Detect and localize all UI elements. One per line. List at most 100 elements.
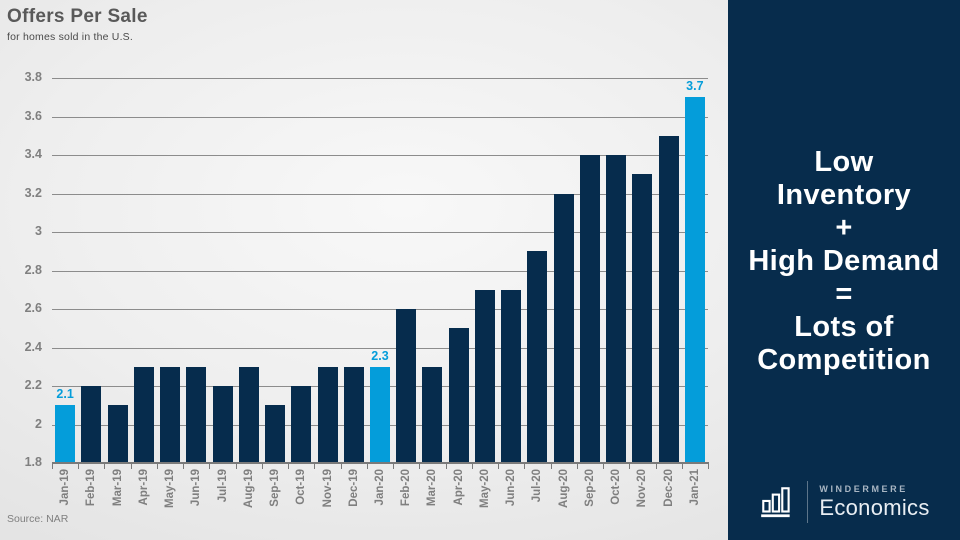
x-axis-category-label: Oct-20 (610, 469, 623, 505)
x-axis-tick (524, 464, 526, 469)
logo-brand: WINDERMERE (819, 483, 908, 494)
bar-feb-20 (396, 309, 417, 462)
x-axis-tick (471, 464, 473, 469)
gridline (52, 232, 708, 233)
bar-oct-20 (606, 155, 627, 462)
x-axis-category-label: Aug-20 (557, 469, 570, 508)
x-axis-tick (603, 464, 605, 469)
bar-aug-19 (238, 366, 259, 462)
x-axis-category-label: Mar-19 (111, 469, 124, 507)
y-axis-tick-label: 3 (35, 224, 42, 238)
x-axis-category-label: Jul-20 (531, 469, 544, 503)
y-axis-tick-label: 2.8 (24, 262, 42, 277)
x-axis-tick (104, 464, 106, 469)
bar-jun-20 (501, 289, 522, 462)
x-axis-tick (550, 464, 552, 469)
y-axis-tick-label: 3.6 (24, 108, 42, 123)
bar-nov-19 (317, 366, 338, 462)
x-axis-tick (235, 464, 237, 469)
x-axis-tick (681, 464, 683, 469)
logo-text: WINDERMERE Economics (819, 484, 929, 521)
bar-sep-19 (265, 405, 286, 462)
x-axis-tick (288, 464, 290, 469)
x-axis-tick (629, 464, 631, 469)
y-axis-tick-label: 2.4 (24, 339, 42, 354)
y-axis-tick-label: 2.6 (24, 301, 42, 315)
chart-subtitle: for homes sold in the U.S. (7, 31, 134, 43)
x-axis-tick (130, 464, 132, 469)
bar-nov-20 (632, 174, 653, 462)
bar-mar-19 (107, 405, 128, 462)
y-axis-tick-label: 3.4 (24, 147, 42, 161)
bar-chart-icon (761, 487, 791, 518)
x-axis-category-label: Jan-20 (374, 469, 386, 506)
y-axis-tick-label: 3.2 (24, 185, 42, 200)
bar-may-20 (474, 289, 495, 462)
x-axis-tick (366, 464, 368, 469)
x-axis-category-label: Jun-19 (190, 469, 203, 507)
x-axis-tick (393, 464, 395, 469)
x-axis-line (52, 462, 709, 464)
gridline (52, 116, 708, 118)
bar-apr-19 (133, 366, 154, 462)
x-axis-category-label: Jul-19 (216, 469, 229, 503)
x-axis-category-label: Dec-19 (347, 469, 360, 507)
y-axis-tick-label: 2.2 (24, 378, 42, 392)
panel-message-line: Inventory (776, 179, 912, 211)
x-axis-tick (183, 464, 185, 469)
x-axis-category-label: Feb-20 (400, 469, 413, 507)
x-axis-category-label: Aug-19 (242, 469, 255, 508)
logo-divider (807, 481, 809, 523)
offers-per-sale-bar-chart: 3.8 3.6 3.4 3.2 3 2.8 2.6 2.4 2.2 2 1.8 Jan-19 2.1 Fe… (24, 70, 709, 508)
bar-data-label: 3.7 (686, 79, 704, 94)
bar-data-label: 2.1 (56, 387, 74, 402)
panel-message-line: + (835, 212, 853, 244)
bar-jan-21 (684, 97, 705, 462)
gridline (52, 155, 708, 156)
x-axis-tick (498, 464, 500, 469)
windermere-economics-logo: WINDERMERE Economics (728, 481, 960, 523)
x-axis-category-label: Sep-20 (583, 469, 596, 507)
bar-data-label: 2.3 (371, 348, 389, 363)
x-axis-tick (576, 464, 578, 469)
x-axis-category-label: Sep-19 (269, 469, 282, 507)
bar-sep-20 (579, 155, 600, 462)
x-axis-tick (340, 464, 342, 469)
gridline (52, 309, 708, 310)
gridline (52, 270, 708, 272)
x-axis-tick (445, 464, 447, 469)
y-axis-tick-label: 3.8 (24, 70, 42, 84)
y-axis-tick-label: 1.8 (24, 455, 42, 469)
x-axis-tick (655, 464, 657, 469)
panel-message-line: = (835, 278, 853, 310)
bar-mar-20 (422, 366, 443, 462)
x-axis-category-label: May-19 (164, 469, 177, 508)
logo-division: Economics (819, 494, 930, 520)
x-axis-tick (708, 464, 709, 469)
y-axis-tick-label: 2 (35, 416, 42, 431)
x-axis-category-label: May-20 (478, 469, 491, 508)
bar-feb-19 (81, 386, 102, 462)
bar-jul-20 (527, 251, 548, 462)
x-axis-category-label: Nov-20 (636, 469, 649, 508)
bar-oct-19 (291, 386, 312, 462)
gridline (52, 78, 708, 79)
gridline (52, 347, 708, 349)
x-axis-category-label: Jun-20 (505, 469, 518, 507)
x-axis-category-label: Feb-19 (85, 469, 98, 507)
x-axis-tick (314, 464, 316, 469)
x-axis-tick (52, 464, 53, 469)
x-axis-tick (261, 464, 263, 469)
bar-jul-19 (212, 386, 233, 462)
bar-jan-19 (55, 405, 76, 462)
bar-dec-20 (658, 135, 679, 462)
bar-jan-20 (370, 366, 390, 462)
x-axis-category-label: Mar-20 (426, 469, 439, 507)
bar-apr-20 (448, 328, 469, 462)
x-axis-category-label: Dec-20 (662, 469, 675, 507)
chart-title: Offers Per Sale (7, 6, 148, 27)
panel-message-line: High Demand (748, 245, 940, 277)
panel-message: Low Inventory + High Demand = Lots of Competit… (728, 146, 960, 377)
bar-jun-19 (186, 366, 207, 462)
